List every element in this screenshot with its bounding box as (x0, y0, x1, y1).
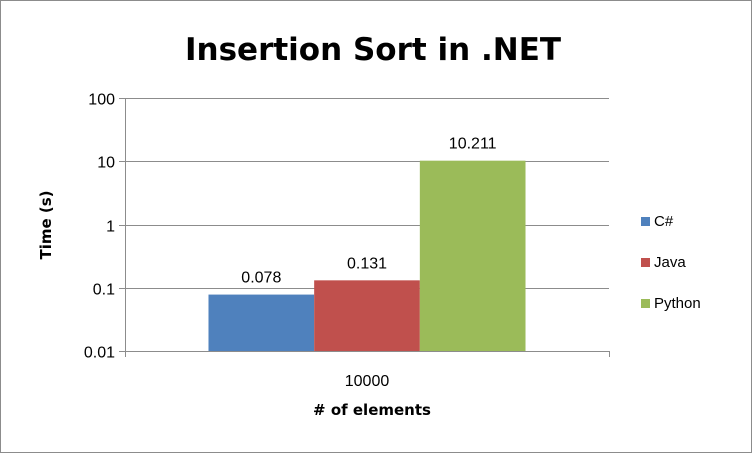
legend-swatch-c- (641, 217, 650, 226)
legend-swatch-python (641, 299, 650, 308)
x-tick-label-10000: 10000 (345, 373, 390, 390)
bars (208, 160, 526, 351)
data-label-java: 0.131 (347, 255, 387, 272)
bar-c--10000 (208, 294, 315, 351)
y-tick-label-0.01: 0.01 (84, 345, 115, 362)
legend-label-python: Python (654, 295, 701, 312)
x-tick-labels: 10000 (345, 373, 390, 390)
bar-java-10000 (314, 280, 420, 351)
legend: C# Java Python (641, 213, 701, 312)
y-axis-title: Time (s) (37, 190, 55, 259)
data-label-python: 10.211 (449, 136, 497, 153)
legend-label-java: Java (654, 254, 686, 271)
bar-python-10000 (419, 160, 526, 351)
x-axis-title: # of elements (313, 401, 431, 419)
legend-label-c-: C# (654, 213, 674, 230)
data-labels: 0.078 0.131 10.211 (241, 136, 496, 287)
y-tick-label-0.1: 0.1 (93, 282, 115, 299)
axes (119, 98, 610, 357)
chart-title: Insertion Sort in .NET (185, 32, 561, 68)
y-tick-labels: 100 10 1 0.1 0.01 (84, 92, 115, 362)
y-tick-label-1: 1 (106, 219, 115, 236)
data-label-c-: 0.078 (241, 270, 281, 287)
y-tick-label-10: 10 (97, 155, 115, 172)
legend-swatch-java (641, 258, 650, 267)
y-tick-label-100: 100 (88, 92, 115, 109)
